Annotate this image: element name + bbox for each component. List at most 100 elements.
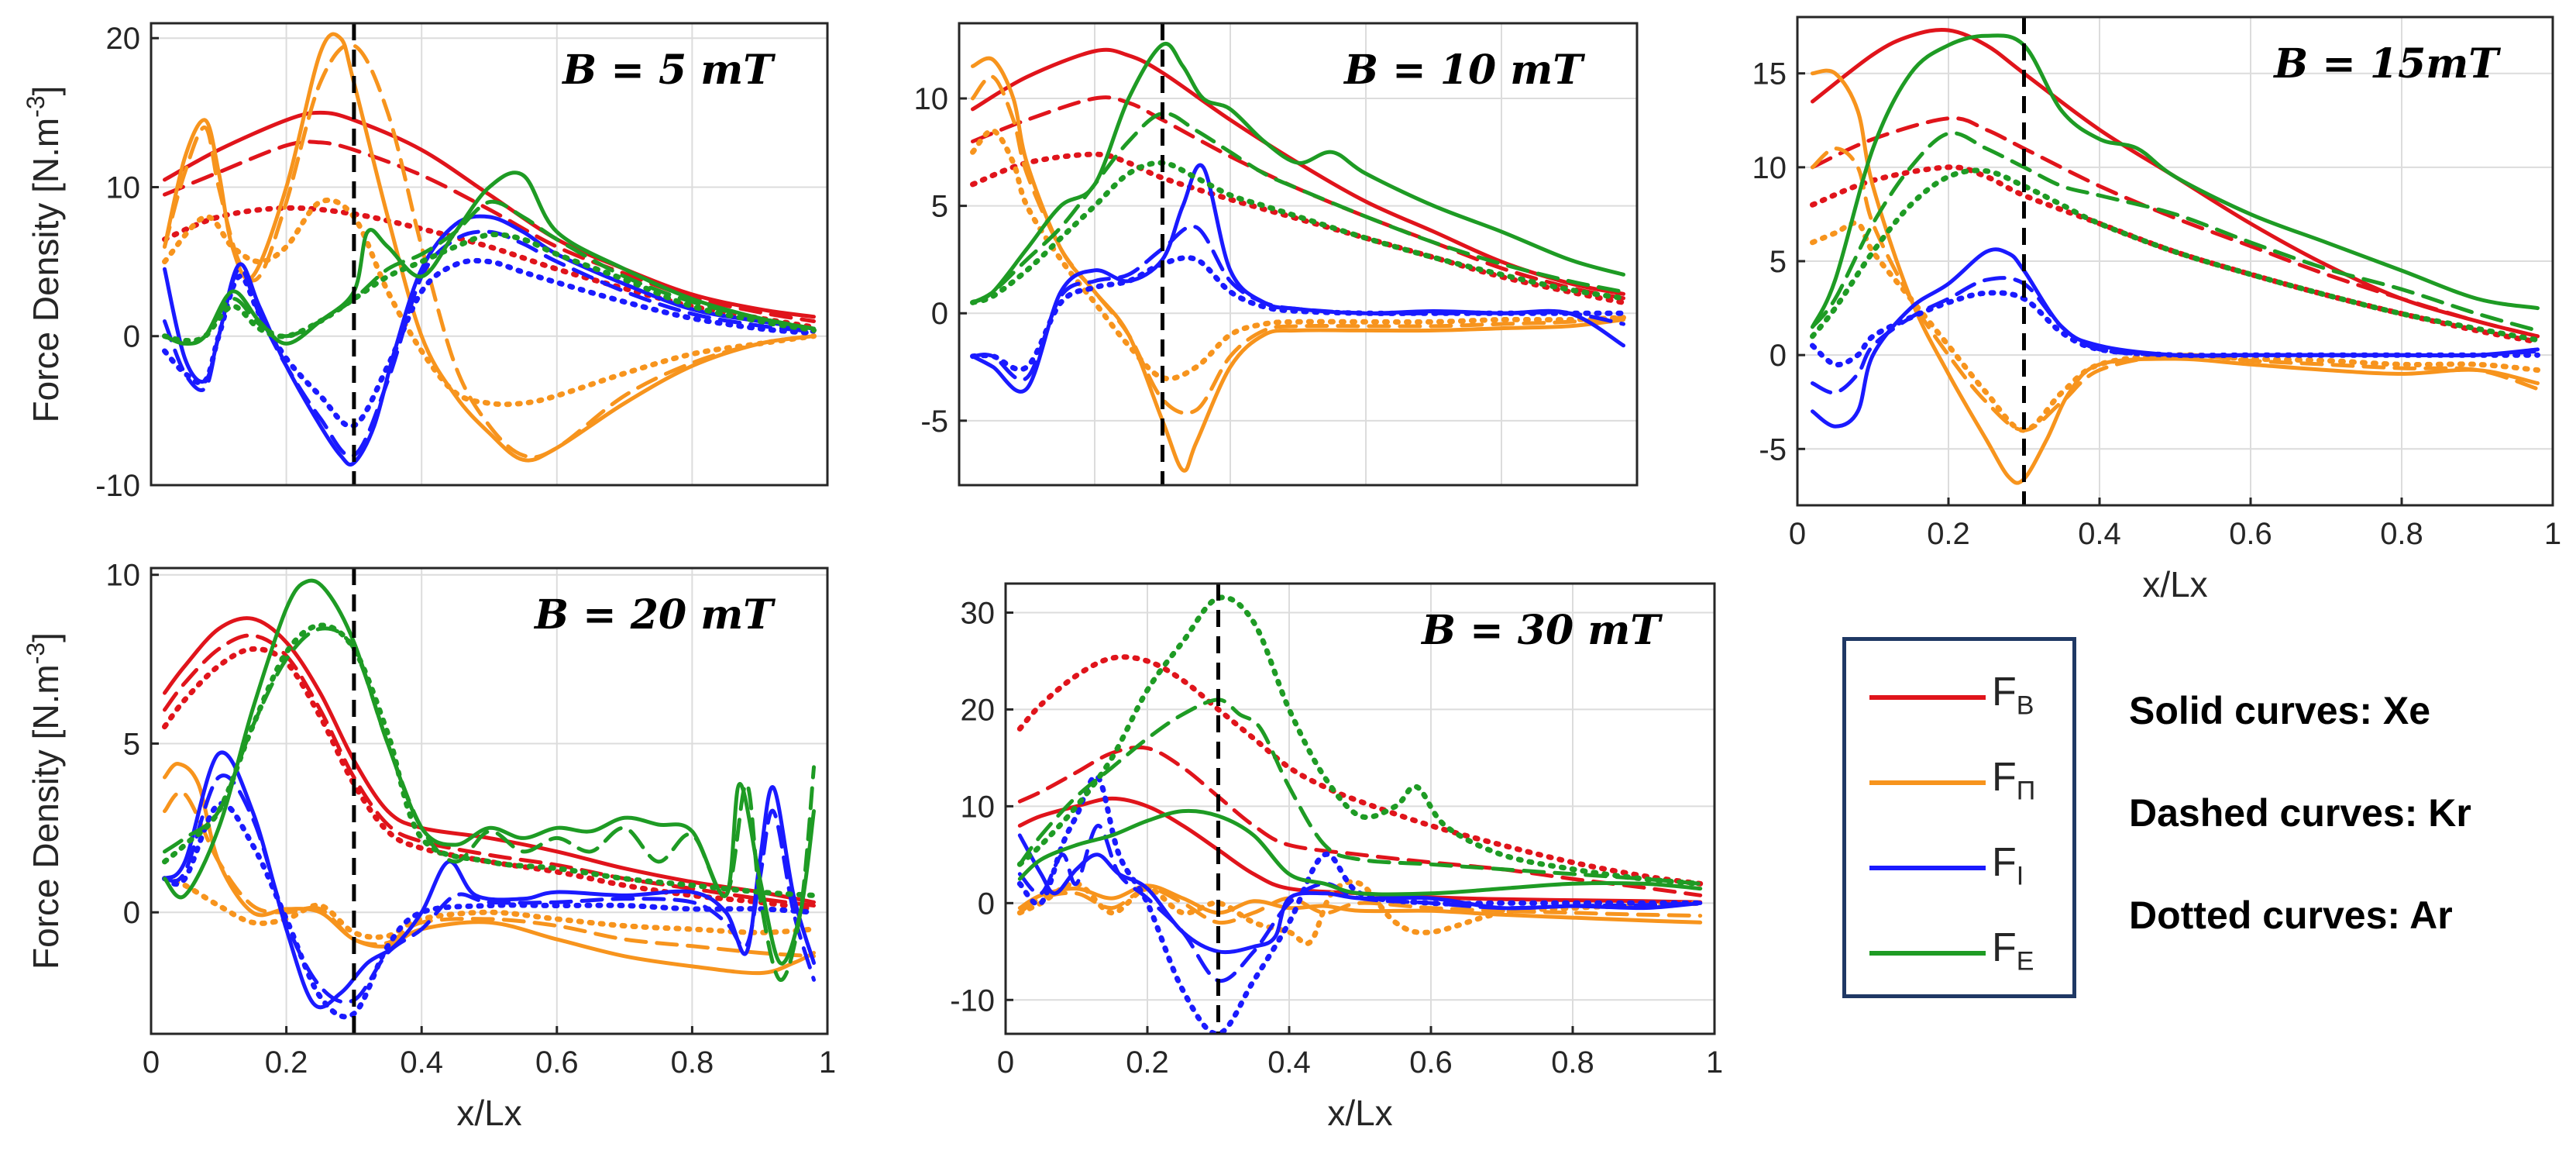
series-line-fb-ar	[970, 151, 1626, 305]
series-line-fpi-ar	[1016, 879, 1704, 946]
y-tick-label: 10	[961, 790, 996, 824]
series-line-fi-kr	[163, 773, 816, 1004]
y-tick-label: 30	[961, 596, 996, 630]
plot-frame	[150, 567, 829, 1035]
series-line-fpi-ar	[162, 197, 817, 408]
series-line-fb-kr	[1017, 745, 1703, 897]
y-tick-label: 0	[1769, 339, 1787, 373]
series-line-fi-ar	[970, 255, 1626, 373]
x-tick-label: 0.6	[1409, 1045, 1453, 1080]
series-line-fe-ar	[1016, 594, 1704, 887]
series-line-fe-xe	[971, 42, 1625, 305]
legend-label-fe: FE	[1992, 925, 2034, 976]
series-line-fpi-kr	[971, 74, 1625, 415]
plot-area	[151, 568, 827, 1034]
series-line-fi-ar	[1810, 290, 2540, 368]
series-line-fpi-xe	[1811, 68, 2540, 485]
plot-frame	[958, 22, 1639, 487]
note-solid-curves: Solid curves: Xe	[2129, 689, 2431, 732]
y-tick-label: 10	[914, 82, 949, 116]
x-tick-label: 0.4	[400, 1045, 443, 1080]
series-line-fe-ar	[970, 160, 1626, 305]
x-axis-label: x/Lx	[456, 1093, 521, 1133]
series-line-fb-ar	[1016, 654, 1704, 887]
y-tick-label: 10	[106, 559, 141, 593]
panel-title: B = 5 mT	[561, 46, 776, 94]
series-line-fi-kr	[1017, 823, 1703, 983]
series-group	[162, 578, 817, 1020]
series-line-fe-ar	[1810, 167, 2540, 343]
y-tick-label: 0	[123, 320, 140, 354]
y-tick-label: 0	[931, 297, 948, 331]
panel-title: B = 15mT	[2272, 40, 2501, 88]
series-line-fe-xe	[163, 578, 816, 966]
x-axis-label: x/Lx	[2142, 564, 2207, 604]
x-tick-label: 0	[997, 1045, 1014, 1080]
y-tick-label: 10	[106, 170, 141, 205]
legend-item-fb: FB	[1869, 670, 2071, 720]
series-line-fb-ar	[162, 646, 817, 912]
x-axis-label: x/Lx	[1327, 1093, 1392, 1133]
legend-label-fi: FI	[1992, 840, 2024, 891]
note-dotted-curves: Dotted curves: Ar	[2129, 894, 2453, 937]
series-line-fpi-kr	[163, 790, 816, 959]
series-line-fi-ar	[162, 257, 817, 429]
x-tick-label: 0	[143, 1045, 160, 1080]
series-line-fe-ar	[162, 232, 817, 344]
series-group	[970, 42, 1626, 473]
series-line-fpi-kr	[163, 43, 816, 460]
x-tick-label: 1	[819, 1045, 836, 1080]
panel-title: B = 10 mT	[1343, 46, 1585, 94]
x-tick-label: 0.6	[535, 1045, 579, 1080]
y-tick-label: -5	[920, 405, 948, 439]
series-line-fe-kr	[1811, 131, 2540, 333]
x-tick-label: 0.8	[671, 1045, 714, 1080]
x-tick-label: 0.6	[2229, 517, 2272, 551]
plot-frame	[150, 22, 829, 487]
series-line-fpi-xe	[1017, 883, 1703, 925]
legend-line-fb	[1869, 695, 1986, 700]
series-line-fb-kr	[163, 633, 816, 908]
series-line-fb-kr	[1811, 116, 2540, 339]
y-tick-label: -5	[1759, 432, 1787, 467]
series-line-fe-ar	[162, 622, 817, 898]
chart-panel-3: -5 0 5 10 15 0 0.2 0.4 0.6 0.8 1 x/Lx B = 15mT	[1752, 15, 2561, 604]
legend-item-fe: FE	[1869, 925, 2071, 976]
chart-panel-4: 0 5 10 0 0.2 0.4 0.6 0.8 1 x/Lx Force Density [N.m…	[22, 559, 836, 1133]
y-axis-label: Force Density [N.m-3]	[22, 86, 66, 423]
note-dashed-curves: Dashed curves: Kr	[2129, 791, 2471, 835]
y-tick-label: 10	[1752, 151, 1787, 185]
x-tick-label: 0	[1789, 517, 1806, 551]
panel-title: B = 30 mT	[1420, 607, 1663, 654]
x-tick-label: 0.2	[265, 1045, 308, 1080]
y-tick-label: -10	[95, 469, 140, 503]
x-tick-label: 0.2	[1927, 517, 1970, 551]
series-line-fb-xe	[1017, 796, 1703, 904]
y-tick-label: 0	[123, 896, 140, 930]
series-line-fb-xe	[163, 616, 816, 904]
series-line-fpi-ar	[970, 128, 1626, 382]
x-tick-label: 0.4	[2078, 517, 2121, 551]
plot-area	[959, 23, 1637, 485]
panel-title: B = 20 mT	[533, 591, 776, 639]
series-group	[1810, 27, 2540, 485]
y-tick-label: -10	[950, 983, 995, 1018]
series-line-fpi-xe	[971, 56, 1625, 473]
y-tick-label: 15	[1752, 57, 1787, 91]
series-line-fe-xe	[1811, 33, 2540, 329]
y-tick-label: 20	[106, 22, 141, 56]
x-tick-label: 1	[2544, 517, 2561, 551]
series-line-fi-ar	[162, 801, 817, 1020]
series-group	[1016, 594, 1704, 1034]
chart-panel-1: -10 0 10 20 Force Density [N.m-3] B = 5 mT	[22, 22, 829, 503]
series-line-fe-kr	[1017, 697, 1703, 886]
x-tick-label: 0.8	[2380, 517, 2423, 551]
x-tick-label: 1	[1706, 1045, 1723, 1080]
series-line-fe-kr	[163, 199, 816, 346]
legend-label-fb: FB	[1992, 670, 2034, 721]
y-tick-label: 5	[931, 190, 948, 224]
legend-line-fe	[1869, 951, 1986, 956]
